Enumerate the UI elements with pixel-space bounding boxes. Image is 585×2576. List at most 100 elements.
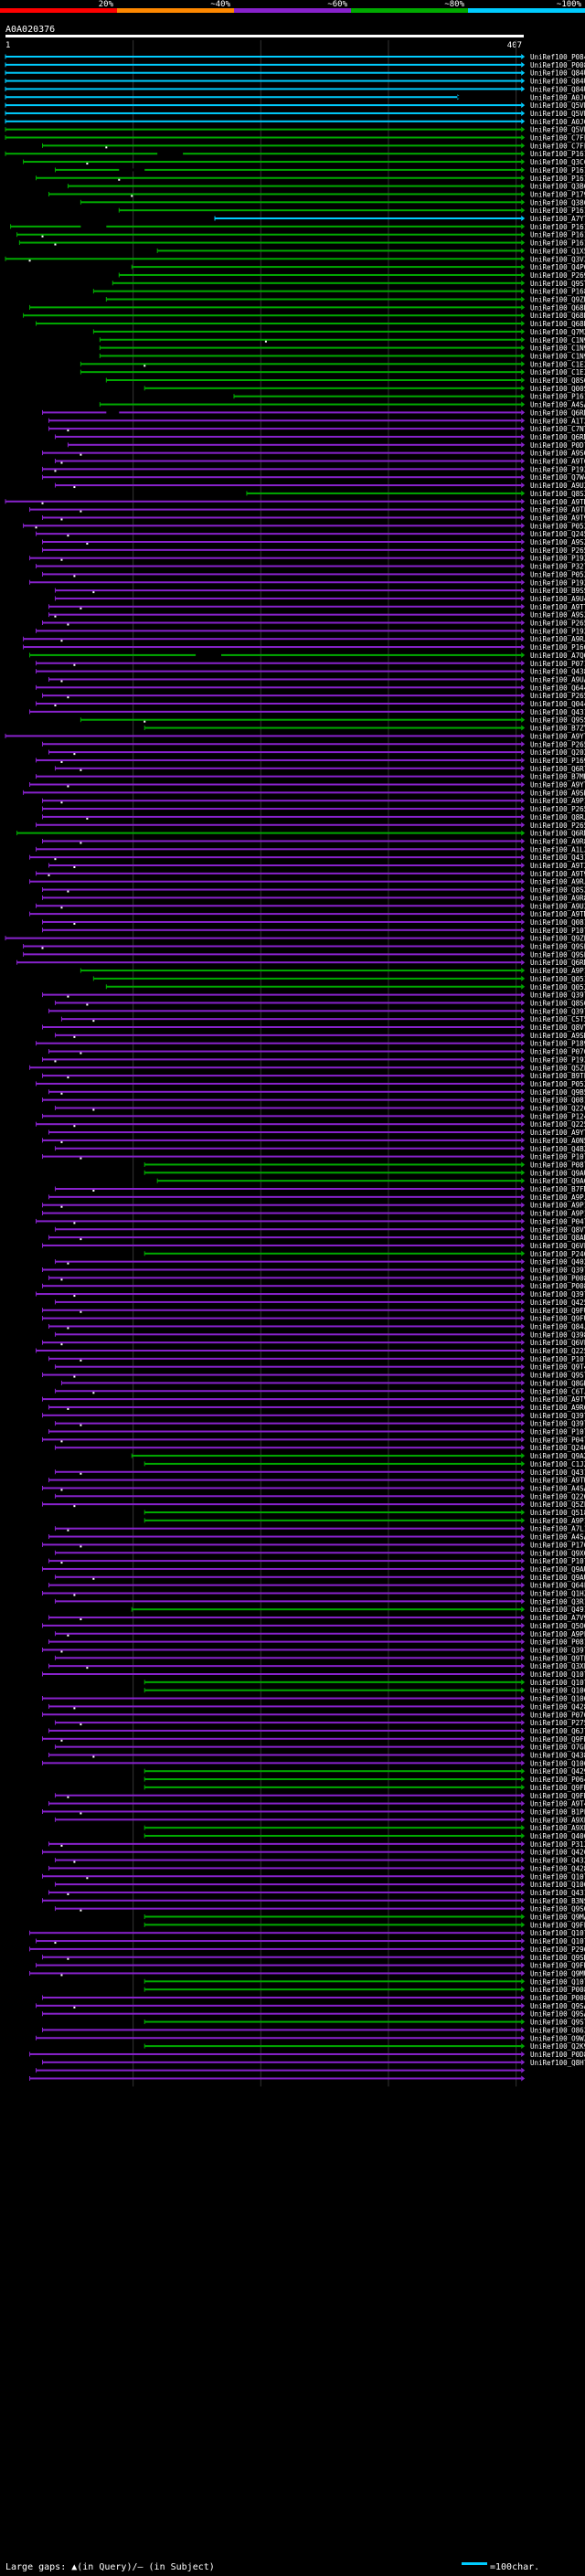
hit-label: UniRef100_A4SAZ1 [530,1533,585,1542]
hit-label: UniRef100_P0D7U6 [530,441,585,450]
hit-bar [42,1567,522,1570]
hit-row: UniRef100_A9T9A5 [36,870,585,878]
hit-label: UniRef100_C7FF11 [530,134,585,143]
hit-bar [48,1050,522,1053]
query-gap-marker [60,1205,63,1208]
hit-bar [55,1632,522,1635]
hit-label: UniRef100_Q2K982 [530,2042,585,2051]
hit-row: UniRef100_A9R6G8 [48,1404,585,1412]
hit-row: UniRef100_A0JGP8 [5,93,585,101]
identity-legend: 20% ~40% ~60% ~80% ~100% [0,0,585,13]
hit-end-arrow [521,822,526,828]
hit-end-arrow [521,773,526,779]
hit-label: UniRef100_Q7W4T7 [530,473,585,482]
hit-label: UniRef100_Q9ZPQ7 [530,935,585,943]
hit-label: UniRef100_A9SZW2 [530,538,585,546]
hit-bar [48,1754,522,1756]
hit-row: UniRef100_P26577 [42,740,585,748]
hit-row: UniRef100_Q39746 [42,991,585,1000]
hit-label: UniRef100_Q9TLN3 [530,1654,585,1662]
hit-bar [23,314,522,317]
hit-row: UniRef100_Q42815 [48,1864,585,1872]
hit-end-arrow [521,2002,526,2009]
hit-row: UniRef100_Q9SEB8 [23,950,585,959]
hit-bar [55,1575,522,1578]
hit-label: UniRef100_Q6RMQ4 [530,433,585,441]
hit-bar [36,686,522,689]
hit-bar [42,888,522,891]
hit-label: UniRef100_A9UA59 [530,675,585,684]
hit-label: UniRef100_Q9FUJ5 [530,1307,585,1315]
hit-bar [48,1195,522,1198]
hit-label: UniRef100_Q8VYM7 [530,1023,585,1032]
hit-row: UniRef100_A9TK17 [5,498,585,506]
hit-row: UniRef100_Q84U90 [5,69,585,78]
hit-row: UniRef100_P10798 [48,1428,585,1436]
hit-label: UniRef100_B9TLN0 [530,1072,585,1080]
hit-label: UniRef100_A9P1L4 [530,1202,585,1210]
hit-row: UniRef100_P16647 [23,643,585,652]
hit-end-arrow [521,296,526,302]
hit-end-arrow [521,207,526,214]
hit-end-arrow [521,1695,526,1701]
hit-end-arrow [521,886,526,893]
hit-end-arrow [521,191,526,197]
hit-bar [42,815,522,818]
query-gap-marker [60,680,63,683]
hit-end-arrow [521,1153,526,1160]
hit-row: UniRef100_Q9SEB9 [23,943,585,951]
hit-label: UniRef100_P07089 [530,1048,585,1056]
query-bar [5,35,524,37]
query-gap-marker [60,906,63,909]
hit-row: UniRef100_Q10674 [54,1881,585,1889]
hit-bar [48,1430,522,1433]
hit-row: UniRef100_Q6R723 [54,765,585,773]
query-gap-marker [41,235,44,238]
hit-row: UniRef100_Q9B542 [48,1088,585,1097]
query-gap-marker [92,1020,95,1023]
hit-row: UniRef100_P12468 [42,1112,585,1120]
hit-bar [55,1818,522,1821]
query-gap-marker [80,1618,82,1621]
hit-label: UniRef100_Q9MAN9 [530,1913,585,1922]
hit-row: UniRef100_O9WZ33 [36,2034,585,2042]
hit-end-arrow [521,1962,526,1968]
hit-end-arrow [521,61,526,68]
hit-bar [106,379,522,381]
hit-end-arrow [521,846,526,853]
hit-row: UniRef100_Q22645 [54,1105,585,1113]
hit-end-arrow [521,401,526,408]
hit-row: UniRef100_Q8S0G4 [54,999,585,1007]
hit-bar [48,1617,522,1619]
hit-bar [48,1802,522,1805]
hit-bar [42,2012,522,2015]
hit-row: UniRef100_O7GPJ0 [54,1744,585,1752]
hit-bar [42,993,522,996]
hit-row: UniRef100_Q9SS03 [80,716,585,725]
hit-bar [5,96,458,99]
hit-bar [144,1511,522,1513]
hit-end-arrow [521,1145,526,1151]
hit-bar [55,1907,522,1910]
legend-swatch-4 [351,8,468,13]
hit-label: UniRef100_Q8S0E5 [530,376,585,385]
hit-row: UniRef100_Q08194 [42,1097,585,1105]
hit-row: UniRef100_A9P178 [144,1517,585,1525]
hit-bar [55,1859,522,1861]
hit-row: UniRef100_Q43130 [48,1889,585,1897]
query-gap-marker [80,1310,82,1313]
query-gap-marker [80,607,82,610]
hit-end-arrow [521,393,526,399]
hit-row [36,2067,526,2073]
hit-row: UniRef100_Q43194 [54,1468,585,1477]
hit-bar [144,726,522,729]
hit-row: UniRef100_P26573 [42,805,585,813]
hit-label: UniRef100_B7MHD2 [530,773,585,781]
hit-label: UniRef100_P07180 [530,660,585,668]
hit-label: UniRef100_Q40250 [530,1258,585,1267]
hit-end-arrow [521,1857,526,1863]
hit-label: UniRef100_Q43130 [530,1889,585,1897]
hit-bar [36,703,522,705]
hit-label: UniRef100_C1E329 [530,368,585,376]
hit-bar [5,63,522,66]
